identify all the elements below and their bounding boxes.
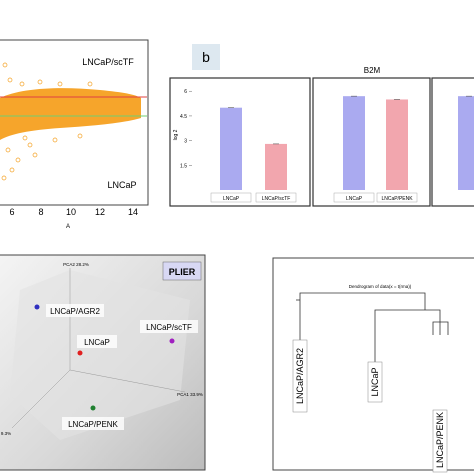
panel-b: b B2M log 2 1.5 3 4.5 6 LNCaP LNCaP/scTF LNCaP… (169, 44, 474, 207)
point-label: LNCaP/scTF (146, 323, 192, 332)
point-label: LNCaP/PENK (68, 420, 118, 429)
x-tick-label: LNCaP/PENK (381, 196, 413, 202)
x-tick-label: LNCaP/scTF (262, 196, 291, 202)
y-tick-label: 1.5 (180, 163, 187, 169)
panel-a: LNCaP/scTF LNCaP 6 8 10 12 14 A (0, 39, 149, 230)
bar (220, 107, 242, 190)
y-tick-label: 6 (184, 89, 187, 95)
panel-badge (192, 44, 220, 70)
category-box (210, 192, 252, 203)
y-tick-label: 4.5 (180, 114, 187, 120)
bar (386, 99, 408, 190)
x-axis: 6 8 10 12 14 (9, 207, 138, 217)
leaf-label: LNCaP (370, 367, 380, 396)
label-box (46, 304, 104, 317)
subpanel-frame (312, 77, 431, 207)
point-label: LNCaP/AGR2 (50, 307, 100, 316)
group-label: LNCaP/scTF (82, 57, 134, 67)
leaf-box (432, 409, 448, 473)
x-axis-label: A (66, 224, 70, 230)
pca-axis (69, 369, 186, 393)
leaf-label: LNCaP/PENK (435, 412, 445, 468)
category-box (255, 192, 297, 203)
y-axis-label: log 2 (173, 129, 179, 140)
category-box (333, 192, 375, 203)
badge-text: PLIER (169, 267, 196, 277)
dendrogram (296, 292, 449, 362)
scatter-cloud (0, 88, 141, 140)
bar (343, 96, 365, 190)
x-tick-label: 12 (95, 207, 105, 217)
sample-point (34, 304, 40, 310)
point-label: LNCaP (84, 338, 110, 347)
leaf-box (292, 339, 308, 413)
panel-d: Dendrogram of data(x = t(rma)) LNCaP/AGR… (272, 257, 474, 473)
x-tick-label: 6 (9, 207, 14, 217)
bar (265, 143, 287, 190)
x-tick-label: 14 (128, 207, 138, 217)
x-tick-label: LNCaP (346, 196, 363, 202)
label-box (140, 320, 198, 333)
panel-c: PLIER PCA2 28.2% PCA1 33.9% 9.3% LNCaP/A… (0, 254, 206, 471)
badge (162, 261, 202, 281)
scatter-outliers (1, 62, 93, 181)
axis-label: PCA1 33.9% (177, 392, 203, 397)
chart-title: Dendrogram of data(x = t(rma)) (349, 284, 412, 289)
leaf-label: LNCaP/AGR2 (295, 348, 305, 404)
axis-label: 9.3% (1, 431, 11, 436)
x-tick-label: 10 (66, 207, 76, 217)
sample-point (90, 405, 96, 411)
group-label: LNCaP (107, 180, 136, 190)
panel-letter: b (202, 49, 210, 65)
chart-title: B2M (364, 66, 381, 75)
bar (458, 96, 474, 190)
leaf-box (367, 361, 383, 403)
y-tick-label: 3 (184, 139, 187, 145)
sample-point (169, 338, 175, 344)
x-tick-label: 8 (38, 207, 43, 217)
label-box (77, 335, 117, 348)
label-box (62, 417, 124, 430)
pca-axis (11, 369, 71, 429)
sample-point (77, 350, 83, 356)
category-box (376, 192, 418, 203)
axis-label: PCA2 28.2% (63, 262, 89, 267)
x-tick-label: LNCaP (223, 196, 240, 202)
